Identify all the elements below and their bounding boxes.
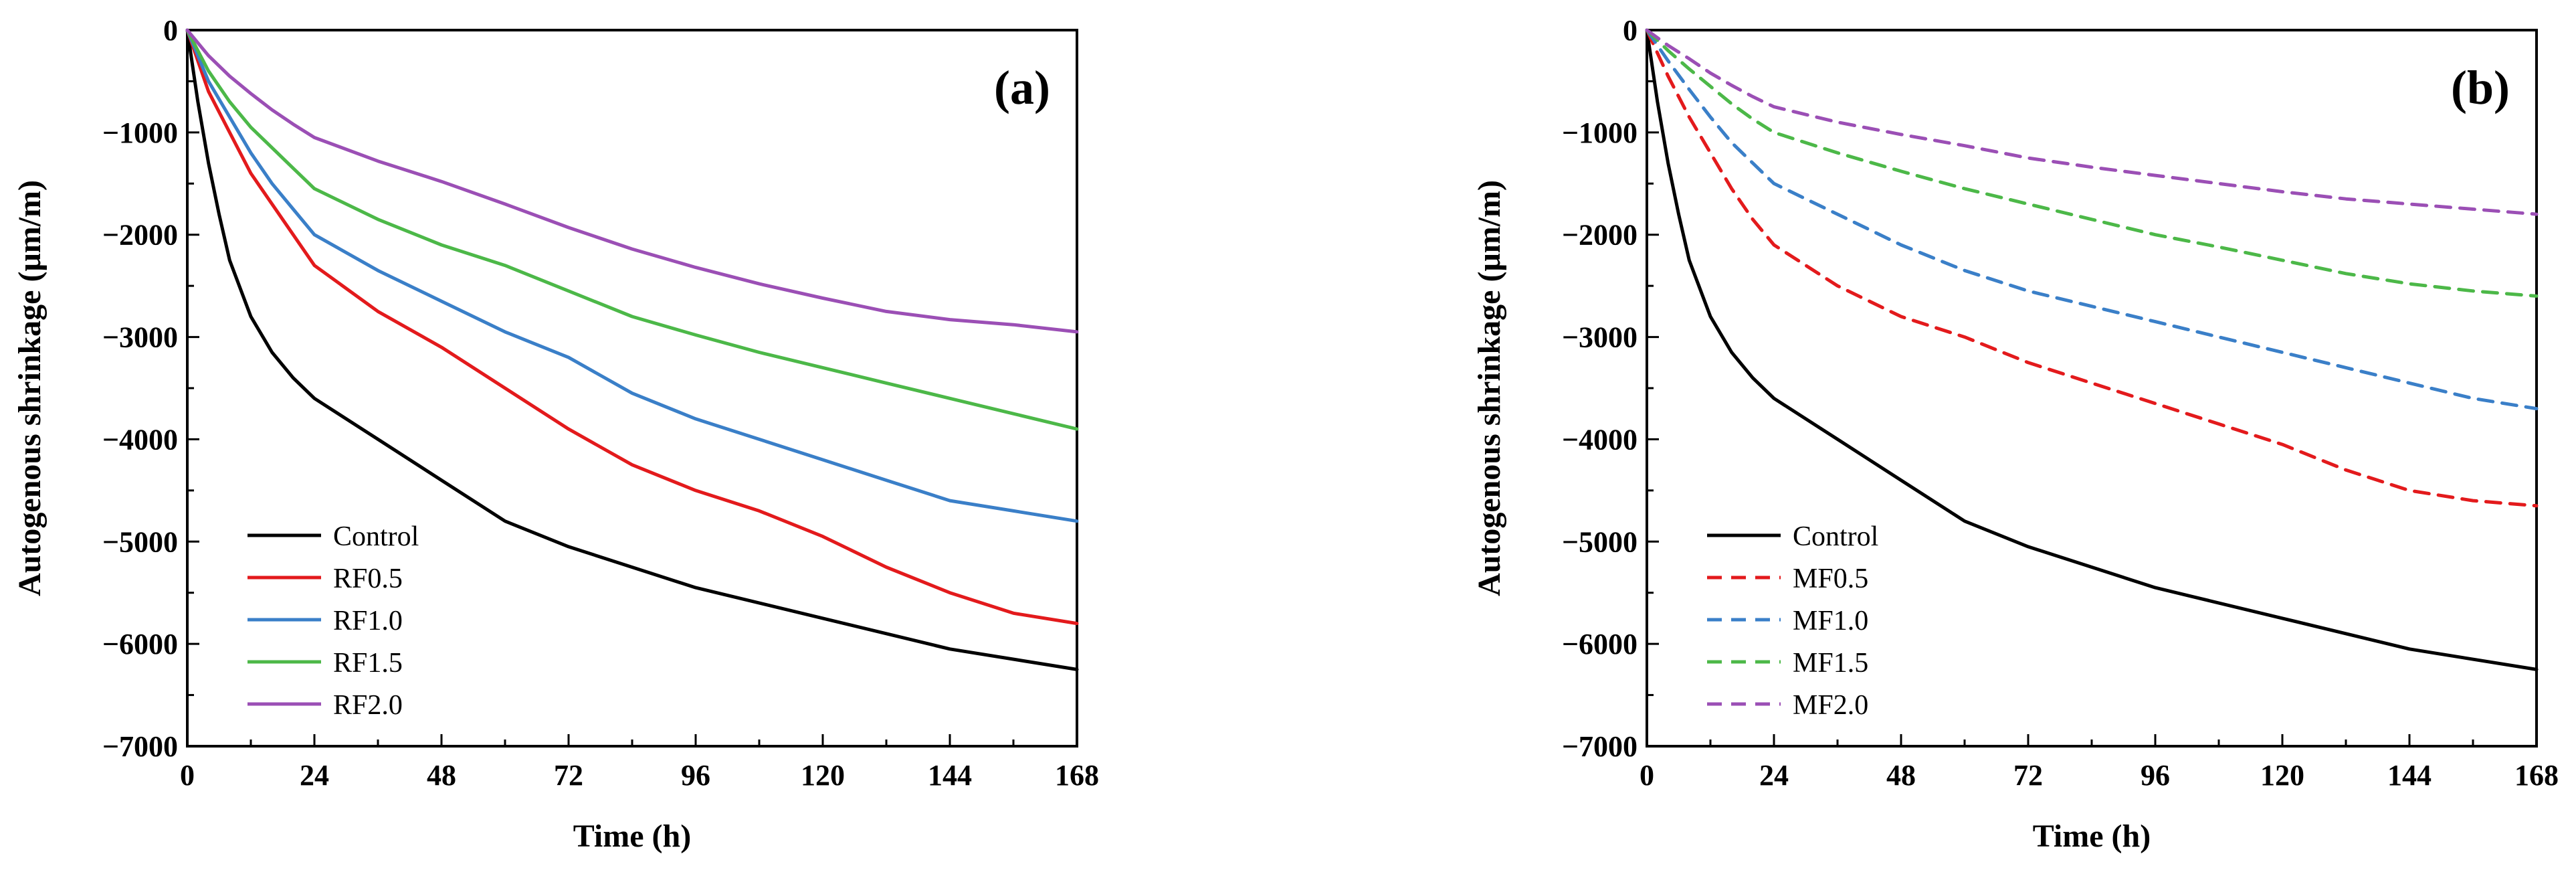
x-axis-title: Time (h): [2033, 818, 2151, 854]
y-tick-label: −7000: [1562, 730, 1638, 763]
legend-label: RF1.0: [333, 606, 403, 636]
series-line-rf1-0: [185, 28, 1079, 523]
series-line-mf1-0: [1645, 28, 2539, 411]
legend-label: RF0.5: [333, 563, 403, 594]
x-tick-label: 144: [2387, 759, 2432, 792]
y-tick-label: −4000: [102, 423, 178, 456]
series-line-mf1-5: [1645, 28, 2539, 298]
y-tick-label: −6000: [102, 628, 178, 661]
x-tick-label: 48: [1886, 759, 1916, 792]
y-axis-title: Autogenous shrinkage (μm/m): [1472, 180, 1507, 596]
x-tick-label: 168: [2514, 759, 2559, 792]
panel-label: (a): [994, 61, 1050, 114]
x-tick-label: 72: [2013, 759, 2043, 792]
y-axis-title: Autogenous shrinkage (μm/m): [12, 180, 47, 596]
y-tick-label: 0: [163, 14, 178, 47]
legend-label: RF1.5: [333, 648, 403, 679]
series-line-rf1-5: [185, 28, 1079, 431]
y-tick-label: −7000: [102, 730, 178, 763]
y-tick-label: −3000: [1562, 321, 1638, 354]
x-tick-label: 120: [2260, 759, 2304, 792]
y-tick-label: −4000: [1562, 423, 1638, 456]
x-tick-label: 144: [928, 759, 972, 792]
series-line-control: [185, 28, 1079, 671]
x-tick-label: 24: [1759, 759, 1789, 792]
x-tick-label: 96: [2141, 759, 2170, 792]
y-tick-label: −2000: [102, 219, 178, 252]
y-tick-label: −5000: [1562, 525, 1638, 558]
legend-label: Control: [333, 521, 419, 552]
panel-label: (b): [2451, 61, 2510, 114]
legend-label: MF0.5: [1793, 563, 1868, 594]
plot-frame: [1646, 29, 2538, 748]
y-tick-label: −1000: [1562, 116, 1638, 149]
series-line-control: [1645, 28, 2539, 671]
legend-label: RF2.0: [333, 690, 403, 721]
y-tick-label: −2000: [1562, 219, 1638, 252]
y-tick-label: −3000: [102, 321, 178, 354]
y-tick-label: −6000: [1562, 628, 1638, 661]
series-line-mf2-0: [1645, 28, 2539, 216]
y-tick-label: −1000: [102, 116, 178, 149]
x-tick-label: 24: [300, 759, 329, 792]
x-axis-title: Time (h): [573, 818, 691, 854]
x-tick-label: 0: [180, 759, 195, 792]
series-line-rf0-5: [185, 28, 1079, 626]
x-tick-label: 120: [801, 759, 845, 792]
panel-b: 0 24 48 72 96 120 144 168 0 −1000 −2000 −3000 −4000 −…: [1472, 14, 2559, 854]
x-tick-label: 48: [427, 759, 456, 792]
x-tick-label: 72: [554, 759, 583, 792]
x-tick-label: 0: [1640, 759, 1654, 792]
y-tick-label: −5000: [102, 525, 178, 558]
y-tick-label: 0: [1623, 14, 1638, 47]
x-tick-label: 168: [1055, 759, 1099, 792]
series-line-rf2-0: [185, 28, 1079, 334]
legend-label: MF2.0: [1793, 690, 1868, 721]
legend-label: MF1.5: [1793, 648, 1868, 679]
legend-label: Control: [1793, 521, 1878, 552]
series-line-mf0-5: [1645, 28, 2539, 508]
x-tick-label: 96: [681, 759, 710, 792]
plot-frame: [186, 29, 1078, 748]
panel-a: 0 24 48 72 96 120 144 168 0 −1000 −2000 −3000 −4000 −…: [12, 14, 1099, 854]
legend-label: MF1.0: [1793, 606, 1868, 636]
